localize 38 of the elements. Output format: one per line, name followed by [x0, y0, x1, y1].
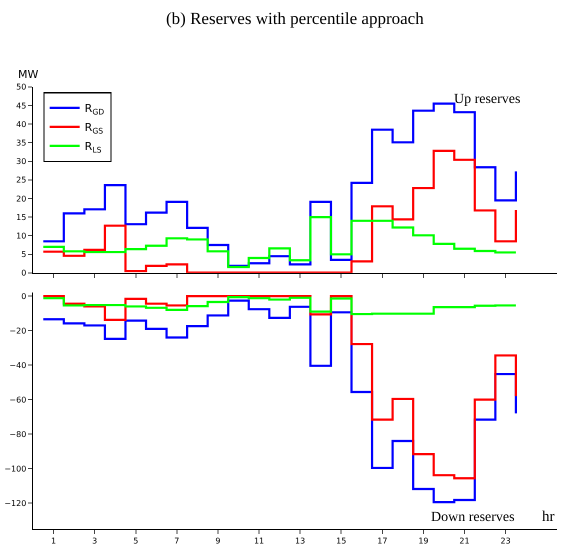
- x-tick-label: 17: [377, 536, 388, 546]
- annotation: Down reserves: [431, 510, 515, 525]
- chart-title: (b) Reserves with percentile approach: [166, 9, 424, 28]
- y-tick-label: −60: [9, 395, 26, 404]
- legend-label: R$_{LS}$: [84, 140, 102, 154]
- y-tick-label: −100: [4, 464, 26, 474]
- x-tick-label: 5: [133, 536, 138, 546]
- x-tick-label: 3: [92, 536, 98, 546]
- y-tick-label: 15: [16, 212, 26, 222]
- legend-label: R$_{GS}$: [84, 121, 104, 136]
- y-tick-label: 35: [16, 138, 26, 148]
- x-tick-label: 9: [215, 536, 220, 546]
- legend-label: R$_{GD}$: [84, 102, 104, 116]
- x-tick-label: 15: [336, 536, 346, 546]
- x-tick-label: 19: [418, 536, 429, 546]
- y-tick-label: 25: [16, 176, 26, 185]
- y-tick-label: 40: [16, 120, 26, 129]
- y-tick-label: 5: [21, 250, 26, 260]
- annotation: Up reserves: [454, 92, 520, 107]
- y-axis-title: MW: [18, 68, 38, 81]
- y-tick-label: 10: [16, 232, 26, 241]
- y-tick-label: 50: [16, 82, 26, 92]
- x-tick-label: 11: [254, 536, 264, 546]
- y-tick-label: −120: [4, 498, 26, 508]
- y-tick-label: −20: [9, 326, 26, 336]
- x-tick-label: 1: [51, 536, 56, 546]
- x-axis-title: hr: [542, 509, 554, 525]
- y-tick-label: −80: [9, 430, 26, 439]
- x-tick-label: 23: [500, 536, 511, 546]
- y-tick-label: −40: [9, 360, 26, 370]
- x-tick-label: 21: [459, 536, 470, 546]
- y-tick-label: 0: [21, 292, 26, 301]
- x-tick-label: 13: [295, 536, 306, 546]
- y-tick-label: 20: [16, 194, 26, 204]
- y-tick-label: 30: [16, 157, 26, 166]
- y-tick-label: 0: [21, 268, 26, 278]
- x-tick-label: 7: [174, 536, 180, 546]
- y-tick-label: 45: [16, 101, 26, 110]
